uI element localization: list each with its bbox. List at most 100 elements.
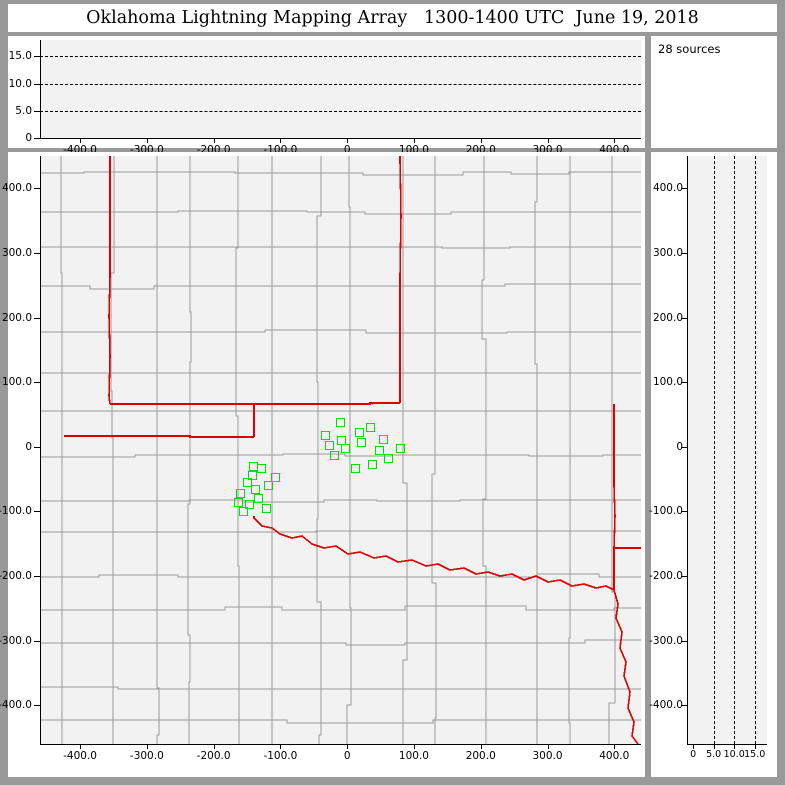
xtick-label: 100.0 — [388, 750, 440, 762]
ytick-label: 10.0 — [8, 78, 32, 90]
source-marker — [366, 423, 375, 432]
county-line-horizontal — [40, 284, 641, 289]
state-border-red-river — [254, 516, 614, 590]
source-marker — [351, 464, 360, 473]
state-border-ks-ok-north — [110, 403, 400, 404]
xtick-label: 200.0 — [455, 750, 507, 762]
county-line-vertical — [61, 156, 62, 744]
county-line-horizontal — [40, 454, 641, 457]
ytick-label: 100.0 — [0, 376, 32, 388]
ytick-label: 200.0 — [0, 312, 32, 324]
ytick-label: -300.0 — [617, 635, 683, 647]
gridline-vertical — [734, 156, 735, 744]
ytick-label: 15.0 — [8, 50, 32, 62]
y-axis-line — [687, 156, 688, 744]
ytick-label: 100.0 — [617, 376, 683, 388]
county-line-horizontal — [40, 640, 641, 645]
plan-view-map-panel: 400.0 300.0 200.0 100.0 0 -100.0 -200.0 -300.0 -… — [8, 152, 645, 777]
source-marker — [341, 444, 350, 453]
source-marker — [271, 473, 280, 482]
county-line-vertical — [535, 156, 537, 744]
county-line-vertical — [188, 156, 191, 744]
source-marker — [379, 435, 388, 444]
county-line-horizontal — [40, 500, 641, 502]
gridline-horizontal — [40, 84, 641, 85]
xtick-label: 0 — [321, 750, 373, 762]
x-axis-line — [687, 744, 767, 745]
ytick-label: 400.0 — [617, 182, 683, 194]
ytick-label: 5.0 — [8, 105, 32, 117]
state-border-ok-ar — [614, 404, 615, 590]
county-line-vertical — [317, 156, 321, 744]
xtick-label: -100.0 — [254, 750, 306, 762]
county-line-vertical — [111, 156, 114, 744]
gridline-horizontal — [40, 111, 641, 112]
x-axis-line — [40, 744, 641, 745]
state-border-ks-mo — [400, 156, 401, 403]
source-marker — [384, 454, 393, 463]
ytick-label: -200.0 — [617, 570, 683, 582]
state-border-co-ks — [109, 156, 110, 404]
source-marker — [243, 478, 252, 487]
county-line-horizontal — [40, 211, 641, 214]
source-marker — [262, 504, 271, 513]
county-line-horizontal — [40, 172, 641, 175]
ytick-label: -100.0 — [0, 505, 32, 517]
time-altitude-plot-area[interactable] — [40, 40, 641, 138]
source-marker — [257, 464, 266, 473]
county-line-horizontal — [40, 247, 641, 248]
county-line-vertical — [482, 156, 486, 744]
source-marker — [234, 498, 243, 507]
county-line-horizontal — [40, 574, 641, 577]
source-marker — [368, 460, 377, 469]
ytick-label: -200.0 — [0, 570, 32, 582]
xtick-label: 300.0 — [522, 750, 574, 762]
source-marker — [357, 438, 366, 447]
ytick-label: -100.0 — [617, 505, 683, 517]
ytick-label: 0 — [0, 441, 32, 453]
source-marker — [249, 462, 258, 471]
county-line-horizontal — [40, 531, 641, 532]
gridline-vertical — [755, 156, 756, 744]
y-axis-line — [40, 40, 41, 138]
source-marker — [355, 428, 364, 437]
source-marker — [336, 418, 345, 427]
ytick-label: 300.0 — [0, 247, 32, 259]
source-marker — [375, 446, 384, 455]
y-axis-line — [40, 156, 41, 744]
xtick-label: -300.0 — [121, 750, 173, 762]
source-marker — [264, 481, 273, 490]
page-title: Oklahoma Lightning Mapping Array 1300-14… — [86, 8, 699, 28]
xtick-label: -400.0 — [54, 750, 106, 762]
state-border-panhandle-south — [64, 436, 254, 437]
county-line-vertical — [157, 156, 159, 744]
state-border-tx-la — [614, 590, 638, 744]
gridline-horizontal — [40, 56, 641, 57]
ytick-label: 300.0 — [617, 247, 683, 259]
county-line-horizontal — [40, 720, 641, 723]
map-plot-area[interactable] — [40, 156, 641, 744]
source-count-label: 28 sources — [658, 42, 720, 56]
ytick-label: 200.0 — [617, 312, 683, 324]
title-bar: Oklahoma Lightning Mapping Array 1300-14… — [8, 4, 777, 32]
ytick-label: -400.0 — [617, 699, 683, 711]
sources-legend-panel: 28 sources — [651, 36, 777, 148]
source-marker — [396, 444, 405, 453]
source-marker — [325, 441, 334, 450]
source-marker — [239, 507, 248, 516]
xtick-label: -200.0 — [188, 750, 240, 762]
profile-plot-area[interactable] — [687, 156, 767, 744]
county-line-horizontal — [40, 330, 641, 333]
xtick-label: 400.0 — [588, 750, 640, 762]
ytick-label: -300.0 — [0, 635, 32, 647]
east-west-profile-panel: 05.010.015.0400.0300.0200.0100.00-100.0-… — [651, 152, 777, 777]
lma-figure: Oklahoma Lightning Mapping Array 1300-14… — [0, 0, 785, 785]
county-line-vertical — [236, 156, 239, 744]
x-axis-line — [40, 138, 641, 139]
source-marker — [254, 494, 263, 503]
xtick-label: 15.0 — [737, 749, 773, 760]
county-line-vertical — [569, 156, 570, 744]
ytick-label: 0 — [617, 441, 683, 453]
source-marker — [236, 489, 245, 498]
county-line-horizontal — [40, 606, 641, 610]
